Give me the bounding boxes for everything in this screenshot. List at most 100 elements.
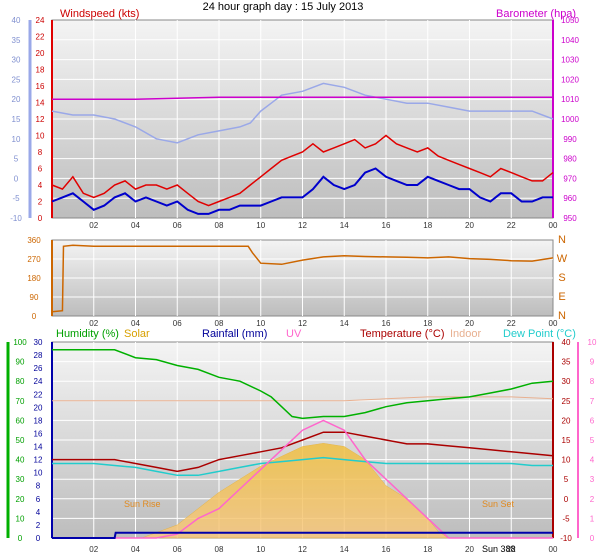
barometer-tick-label: 1050 [561,16,579,25]
rainfall-tick-label: 18 [34,416,43,425]
temperature-tick-label: 25 [562,397,571,406]
rainfall-label: Rainfall (mm) [202,328,267,340]
humidity-tick-label: 40 [16,456,25,465]
dewpoint-label: Dew Point (°C) [503,328,576,340]
uv-tick-label: 0 [590,534,595,543]
sunrise-annotation: Sun Rise [124,499,161,509]
x-tick-label: 12 [298,545,307,554]
rainfall-tick-label: 30 [34,338,43,347]
temperature-tick-label: 5 [564,475,569,484]
x-tick-label: 14 [340,545,349,554]
direction-tick-label: 180 [27,274,41,283]
x-tick-label: 02 [89,319,98,328]
rainfall-tick-label: 24 [34,377,43,386]
rainfall-tick-label: 28 [34,351,43,360]
x-tick-label: 20 [465,221,474,230]
outer-tick-label: 25 [12,75,21,84]
barometer-tick-label: 1020 [561,75,579,84]
x-tick-label: 22 [507,545,516,554]
windspeed-tick-label: 18 [36,66,45,75]
aux-temperature-line [51,82,554,144]
direction-tick-label: 0 [32,312,37,321]
sunset-annotation: Sun Set [482,499,515,509]
outer-tick-label: 0 [14,174,19,183]
uv-tick-label: 2 [590,495,595,504]
direction-tick-label: 360 [27,236,41,245]
temperature-tick-label: 10 [562,456,571,465]
rainfall-tick-label: 6 [36,495,41,504]
windspeed-label: Windspeed (kts) [60,8,139,20]
windspeed-tick-label: 2 [38,198,43,207]
humidity-tick-label: 10 [16,514,25,523]
x-tick-label: 16 [382,319,391,328]
uv-tick-label: 9 [590,358,595,367]
temperature-label: Temperature (°C) [360,328,444,340]
direction-tick-label: 270 [27,255,41,264]
climate-series [52,349,554,539]
humidity-tick-label: 70 [16,397,25,406]
outer-tick-label: 10 [12,135,21,144]
barometer-tick-label: 960 [563,194,577,203]
x-tick-label: 04 [131,319,140,328]
indoor-label: Indoor [450,328,482,340]
outer-tick-label: 15 [12,115,21,124]
x-tick-label: 22 [507,319,516,328]
wind-series [51,82,554,215]
windspeed-line [51,134,554,207]
rainfall-tick-label: 12 [34,456,43,465]
barometer-tick-label: 1010 [561,95,579,104]
barometer-tick-label: 1000 [561,115,579,124]
humidity-tick-label: 80 [16,377,25,386]
temperature-line [52,431,554,473]
x-tick-label: 20 [465,545,474,554]
uv-tick-label: 8 [590,377,595,386]
x-tick-label: 10 [256,545,265,554]
temperature-tick-label: 15 [562,436,571,445]
compass-tick-label: E [558,291,565,303]
sun-388-annotation: Sun 388 [482,544,516,554]
x-tick-label: 02 [89,221,98,230]
uv-tick-label: 6 [590,416,595,425]
temperature-tick-label: 40 [562,338,571,347]
barometer-tick-label: 980 [563,155,577,164]
compass-tick-label: N [558,234,566,246]
windspeed-tick-label: 14 [36,99,45,108]
chart-title: 24 hour graph day : 15 July 2013 [203,1,364,13]
outer-tick-label: 30 [12,56,21,65]
humidity-tick-label: 60 [16,416,25,425]
x-tick-label: 08 [215,545,224,554]
x-tick-label: 22 [507,221,516,230]
windspeed-tick-label: 20 [36,49,45,58]
x-tick-label: 18 [423,319,432,328]
barometer-tick-label: 950 [563,214,577,223]
solar-label: Solar [124,328,150,340]
humidity-tick-label: 50 [16,436,25,445]
rainfall-tick-label: 10 [34,469,43,478]
x-tick-label: 00 [549,319,558,328]
barometer-tick-label: 970 [563,174,577,183]
windspeed-tick-label: 24 [36,16,45,25]
x-tick-label: 14 [340,221,349,230]
temperature-tick-label: -10 [560,534,572,543]
direction-tick-label: 90 [30,293,39,302]
uv-tick-label: 3 [590,475,595,484]
rainfall-tick-label: 14 [34,443,43,452]
humidity-tick-label: 90 [16,358,25,367]
outer-tick-label: 40 [12,16,21,25]
wind-average-line [51,167,553,215]
barometer-tick-label: 990 [563,135,577,144]
temperature-tick-label: 35 [562,358,571,367]
humidity-tick-label: 20 [16,495,25,504]
windspeed-tick-label: 12 [36,115,45,124]
x-tick-label: 14 [340,319,349,328]
x-axis-ticks: 02 02 02 04 04 04 06 06 06 08 08 08 10 10 10 12 12 12 14 14… [89,221,558,554]
compass-tick-label: S [558,272,565,284]
x-tick-label: 12 [298,221,307,230]
rainfall-line [52,531,553,539]
barometer-line [52,96,553,100]
rainfall-tick-label: 4 [36,508,41,517]
x-tick-label: 08 [215,221,224,230]
